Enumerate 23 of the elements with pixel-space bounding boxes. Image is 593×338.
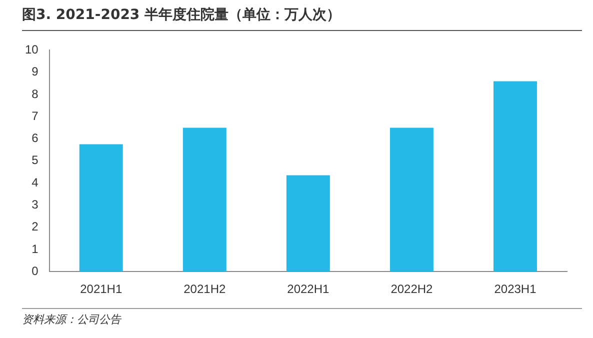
y-tick-label: 0 — [32, 264, 39, 278]
bar — [493, 81, 537, 272]
bar — [286, 175, 330, 272]
bar — [79, 144, 123, 272]
y-tick-label: 8 — [32, 86, 39, 101]
bar — [390, 128, 434, 272]
chart-title: 图3. 2021-2023 半年度住院量（单位：万人次） — [22, 6, 341, 24]
y-tick-label: 3 — [32, 197, 39, 212]
x-tick-label: 2022H2 — [390, 282, 434, 296]
y-tick-label: 6 — [32, 131, 39, 146]
text: 资料来源：公司公告 — [22, 312, 121, 327]
y-tick-label: 5 — [32, 153, 39, 168]
y-tick-label: 9 — [32, 64, 39, 79]
y-tick-label: 10 — [24, 42, 39, 57]
y-tick-label: 4 — [32, 175, 39, 190]
y-tick-label: 1 — [32, 242, 39, 256]
x-tick-label: 2022H1 — [287, 282, 330, 296]
y-tick-label: 2 — [32, 220, 39, 234]
x-tick-label: 2023H1 — [494, 282, 537, 296]
x-tick-label: 2021H1 — [80, 282, 122, 296]
bar — [182, 128, 226, 272]
y-tick-label: 7 — [32, 108, 39, 123]
x-tick-label: 2021H2 — [184, 282, 226, 296]
